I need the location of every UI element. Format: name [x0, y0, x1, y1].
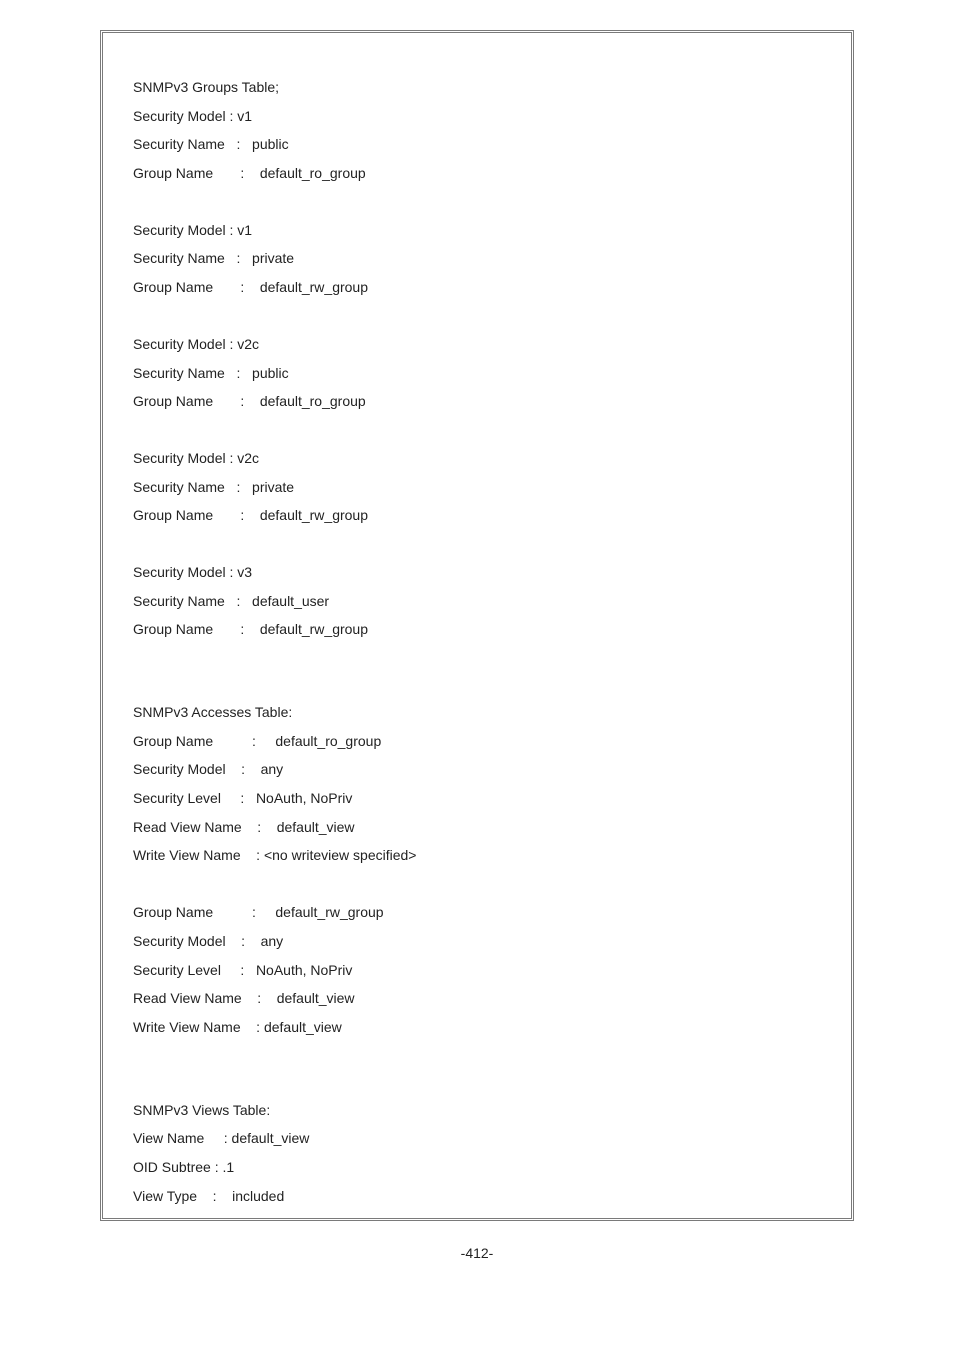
group-entry-line: Security Name : private [133, 244, 821, 273]
spacer [133, 870, 821, 898]
access-entry-line: Write View Name : <no writeview specifie… [133, 841, 821, 870]
access-entry-line: Security Model : any [133, 927, 821, 956]
group-entry-line: Group Name : default_ro_group [133, 159, 821, 188]
page-container: SNMPv3 Groups Table; Security Model : v1… [0, 0, 954, 1281]
access-entry-line: Group Name : default_rw_group [133, 898, 821, 927]
spacer [133, 530, 821, 558]
access-entry-line: Security Level : NoAuth, NoPriv [133, 784, 821, 813]
group-entry-line: Security Name : public [133, 130, 821, 159]
spacer [133, 416, 821, 444]
spacer [133, 644, 821, 698]
groups-table-header: SNMPv3 Groups Table; [133, 73, 821, 102]
access-entry-line: Group Name : default_ro_group [133, 727, 821, 756]
view-entry-line: View Name : default_view [133, 1124, 821, 1153]
content-frame: SNMPv3 Groups Table; Security Model : v1… [100, 30, 854, 1221]
access-entry-line: Read View Name : default_view [133, 984, 821, 1013]
group-entry-line: Security Model : v1 [133, 216, 821, 245]
group-entry-line: Group Name : default_rw_group [133, 501, 821, 530]
group-entry-line: Group Name : default_ro_group [133, 387, 821, 416]
views-table-header: SNMPv3 Views Table: [133, 1096, 821, 1125]
view-entry-line: OID Subtree : .1 [133, 1153, 821, 1182]
group-entry-line: Security Name : public [133, 359, 821, 388]
access-entry-line: Security Model : any [133, 755, 821, 784]
page-number: -412- [100, 1245, 854, 1261]
group-entry-line: Security Model : v3 [133, 558, 821, 587]
spacer [133, 1042, 821, 1096]
group-entry-line: Security Model : v1 [133, 102, 821, 131]
spacer [133, 302, 821, 330]
group-entry-line: Security Name : private [133, 473, 821, 502]
group-entry-line: Security Model : v2c [133, 330, 821, 359]
access-entry-line: Read View Name : default_view [133, 813, 821, 842]
accesses-table-header: SNMPv3 Accesses Table: [133, 698, 821, 727]
group-entry-line: Group Name : default_rw_group [133, 615, 821, 644]
spacer [133, 188, 821, 216]
group-entry-line: Security Model : v2c [133, 444, 821, 473]
access-entry-line: Security Level : NoAuth, NoPriv [133, 956, 821, 985]
group-entry-line: Group Name : default_rw_group [133, 273, 821, 302]
view-entry-line: View Type : included [133, 1182, 821, 1211]
group-entry-line: Security Name : default_user [133, 587, 821, 616]
access-entry-line: Write View Name : default_view [133, 1013, 821, 1042]
